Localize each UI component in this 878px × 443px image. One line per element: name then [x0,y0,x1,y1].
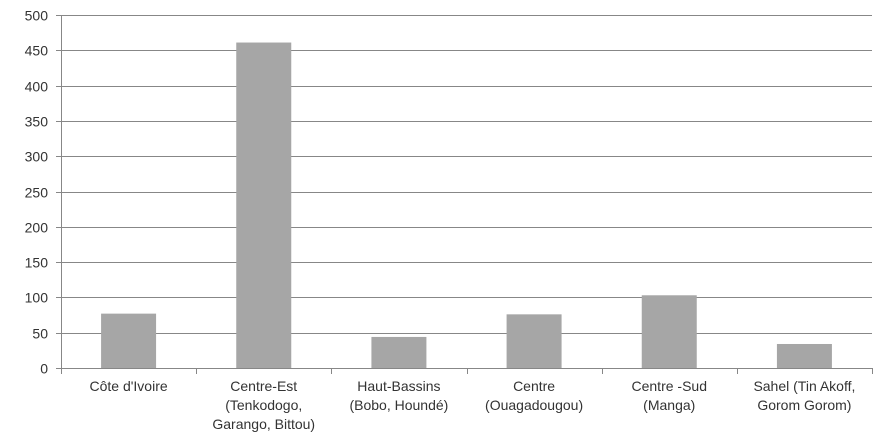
x-category-label-line: Sahel (Tin Akoff, [753,378,855,394]
bars [101,42,832,369]
bar [101,313,157,368]
y-tick-labels: 0 50 100 150 200 250 300 350 400 450 500 [25,8,49,377]
x-category-label-line: Garango, Bittou) [212,416,315,432]
x-category-label: Centre -Sud (Manga) [632,378,707,413]
x-category-label-line: Centre-Est [230,378,297,394]
y-tick-label: 250 [25,185,49,201]
y-tick-label: 50 [32,326,48,342]
y-tick-label: 300 [25,149,49,165]
x-category-label-line: (Manga) [643,397,695,413]
x-category-label-line: Gorom Gorom) [757,397,851,413]
y-tick-label: 150 [25,255,49,271]
y-tick-label: 0 [40,361,48,377]
x-category-label: Côte d'Ivoire [90,378,168,394]
x-category-label-line: (Bobo, Houndé) [349,397,448,413]
y-tick-label: 100 [25,290,49,306]
axes [56,15,873,374]
bar [506,314,562,368]
y-tick-label: 450 [25,43,49,59]
x-category-label: Sahel (Tin Akoff, Gorom Gorom) [753,378,855,413]
bar [776,343,832,368]
y-tick-label: 200 [25,220,49,236]
x-category-label-line: (Ouagadougou) [485,397,583,413]
x-category-label-line: (Tenkodogo, [225,397,302,413]
bar [371,336,427,368]
bar [641,295,697,368]
x-category-label: Haut-Bassins (Bobo, Houndé) [349,378,448,413]
x-category-label-line: Côte d'Ivoire [90,378,168,394]
y-tick-label: 350 [25,114,49,130]
x-category-label: Centre (Ouagadougou) [485,378,583,413]
x-category-label-line: Haut-Bassins [357,378,440,394]
x-category-label-line: Centre -Sud [632,378,707,394]
x-category-labels: Côte d'Ivoire Centre-Est (Tenkodogo, Garang… [90,378,856,432]
bar [236,42,292,369]
y-tick-label: 400 [25,79,49,95]
x-category-label: Centre-Est (Tenkodogo, Garango, Bittou) [212,378,315,432]
y-tick-label: 500 [25,8,49,24]
gridlines [61,15,872,334]
x-category-label-line: Centre [513,378,555,394]
